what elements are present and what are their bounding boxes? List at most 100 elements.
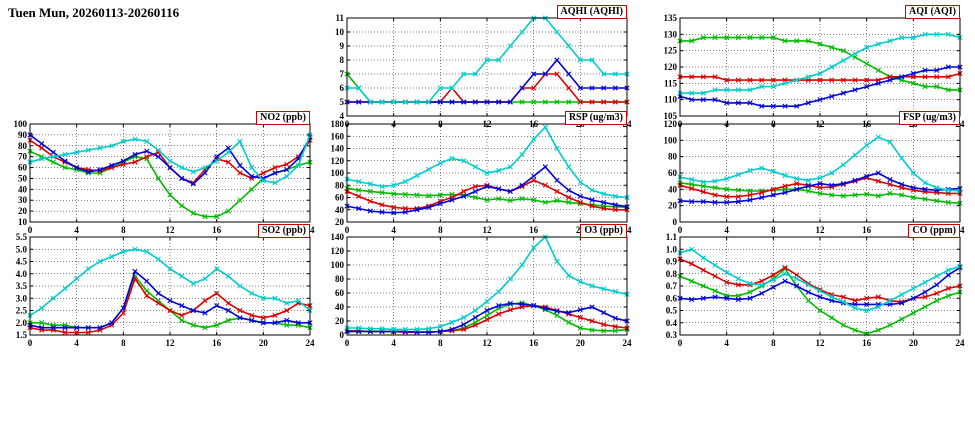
- svg-text:9: 9: [340, 41, 345, 51]
- chart-title-so2: SO2 (ppb): [257, 224, 310, 238]
- chart-rsp: RSP (ug/m3) 20 40 60 80 100 120 140 160 180 0 4 8 12…: [317, 110, 637, 240]
- chart-title-rsp: RSP (ug/m3): [564, 111, 627, 125]
- svg-text:8: 8: [438, 225, 443, 235]
- svg-text:4: 4: [724, 225, 729, 235]
- svg-text:120: 120: [664, 119, 678, 129]
- svg-text:0: 0: [678, 338, 683, 348]
- svg-text:60: 60: [335, 193, 345, 203]
- svg-text:80: 80: [668, 152, 678, 162]
- svg-text:7: 7: [340, 69, 345, 79]
- svg-text:3.0: 3.0: [16, 293, 28, 303]
- svg-text:0: 0: [28, 338, 33, 348]
- svg-text:4: 4: [74, 338, 79, 348]
- svg-text:60: 60: [335, 288, 345, 298]
- svg-text:40: 40: [335, 205, 345, 215]
- svg-text:180: 180: [331, 119, 345, 129]
- svg-text:8: 8: [121, 225, 126, 235]
- chart-plot-aqhi: 456789101104812162024: [335, 13, 632, 129]
- svg-text:0: 0: [345, 225, 350, 235]
- chart-plot-so2: 1.5 2.0 2.5 3.0 3.5 4.0 4.5 5.0 5.5 0 4 8 12 16 20 24: [16, 232, 316, 348]
- svg-text:140: 140: [331, 144, 345, 154]
- chart-title-co: CO (ppm): [908, 224, 960, 238]
- chart-title-no2: NO2 (ppb): [256, 111, 310, 125]
- svg-text:16: 16: [212, 338, 222, 348]
- chart-co: CO (ppm) 0.3 0.4 0.5 0.6 0.7 0.8 0.9 1.0 1.1 0 4 8 1…: [650, 223, 970, 353]
- svg-text:125: 125: [664, 46, 678, 56]
- chart-plot-o3: 0 20 40 60 80 100 120 140 0 4 8 12 16 20 24: [331, 232, 633, 348]
- chart-no2: NO2 (ppb) 102030405060708090100048121620…: [0, 110, 320, 240]
- svg-text:12: 12: [483, 338, 493, 348]
- svg-text:0.9: 0.9: [666, 257, 678, 267]
- chart-title-aqhi: AQHI (AQHI): [556, 5, 627, 19]
- svg-text:12: 12: [816, 338, 826, 348]
- svg-text:80: 80: [18, 141, 28, 151]
- svg-text:12: 12: [166, 338, 176, 348]
- svg-text:0.7: 0.7: [666, 281, 678, 291]
- svg-text:40: 40: [18, 184, 28, 194]
- svg-text:20: 20: [259, 338, 269, 348]
- svg-text:80: 80: [335, 180, 345, 190]
- svg-text:4: 4: [74, 225, 79, 235]
- page-title: Tuen Mun, 20260113-20260116: [8, 5, 180, 20]
- chart-o3: O3 (ppb) 0 20 40 60 80 100 120 140 0 4 8 12 16 20 24: [317, 223, 637, 353]
- svg-text:70: 70: [18, 152, 28, 162]
- svg-text:5.5: 5.5: [16, 232, 28, 242]
- svg-text:12: 12: [166, 225, 176, 235]
- svg-text:0: 0: [345, 338, 350, 348]
- svg-text:4.0: 4.0: [16, 269, 28, 279]
- svg-text:110: 110: [664, 95, 678, 105]
- chart-plot-no2: 10203040506070809010004812162024: [14, 119, 316, 235]
- svg-text:0.3: 0.3: [666, 330, 678, 340]
- svg-text:160: 160: [331, 131, 345, 141]
- svg-text:0: 0: [673, 217, 678, 227]
- svg-text:30: 30: [18, 195, 28, 205]
- svg-text:100: 100: [331, 168, 345, 178]
- svg-text:24: 24: [956, 338, 966, 348]
- svg-text:2.5: 2.5: [16, 306, 28, 316]
- svg-text:3.5: 3.5: [16, 281, 28, 291]
- svg-text:16: 16: [529, 225, 539, 235]
- chart-title-o3: O3 (ppb): [580, 224, 627, 238]
- svg-text:10: 10: [18, 217, 28, 227]
- svg-text:8: 8: [771, 338, 776, 348]
- svg-text:0.4: 0.4: [666, 318, 678, 328]
- svg-text:100: 100: [14, 119, 28, 129]
- svg-text:20: 20: [576, 338, 586, 348]
- svg-text:0.6: 0.6: [666, 293, 678, 303]
- svg-text:16: 16: [212, 225, 222, 235]
- svg-text:50: 50: [18, 173, 28, 183]
- svg-text:60: 60: [668, 168, 678, 178]
- svg-text:24: 24: [306, 225, 316, 235]
- svg-text:12: 12: [483, 225, 493, 235]
- svg-text:120: 120: [331, 246, 345, 256]
- svg-text:16: 16: [862, 225, 872, 235]
- svg-text:11: 11: [335, 13, 344, 23]
- svg-text:16: 16: [862, 338, 872, 348]
- svg-text:120: 120: [664, 62, 678, 72]
- chart-plot-rsp: 2040608010012014016018004812162024: [331, 119, 633, 235]
- svg-text:5.0: 5.0: [16, 244, 28, 254]
- svg-text:40: 40: [668, 184, 678, 194]
- svg-text:105: 105: [664, 111, 678, 121]
- svg-text:0.8: 0.8: [666, 269, 678, 279]
- svg-text:4: 4: [391, 338, 396, 348]
- svg-text:140: 140: [331, 232, 345, 242]
- chart-plot-fsp: 02040608010012004812162024: [664, 119, 966, 235]
- svg-text:8: 8: [771, 225, 776, 235]
- svg-text:40: 40: [335, 302, 345, 312]
- svg-text:100: 100: [664, 135, 678, 145]
- svg-text:20: 20: [909, 338, 919, 348]
- svg-text:1.0: 1.0: [666, 244, 678, 254]
- chart-plot-co: 0.3 0.4 0.5 0.6 0.7 0.8 0.9 1.0 1.1 0 4 8 12 16 20 24: [666, 232, 966, 348]
- svg-text:90: 90: [18, 130, 28, 140]
- svg-text:0: 0: [678, 225, 683, 235]
- svg-text:130: 130: [664, 29, 678, 39]
- svg-text:1.1: 1.1: [666, 232, 678, 242]
- svg-text:8: 8: [438, 338, 443, 348]
- svg-text:20: 20: [668, 201, 678, 211]
- chart-aqhi: AQHI (AQHI) 456789101104812162024: [317, 4, 637, 134]
- svg-text:2.0: 2.0: [16, 318, 28, 328]
- svg-text:0.5: 0.5: [666, 306, 678, 316]
- svg-text:24: 24: [306, 338, 316, 348]
- svg-text:120: 120: [331, 156, 345, 166]
